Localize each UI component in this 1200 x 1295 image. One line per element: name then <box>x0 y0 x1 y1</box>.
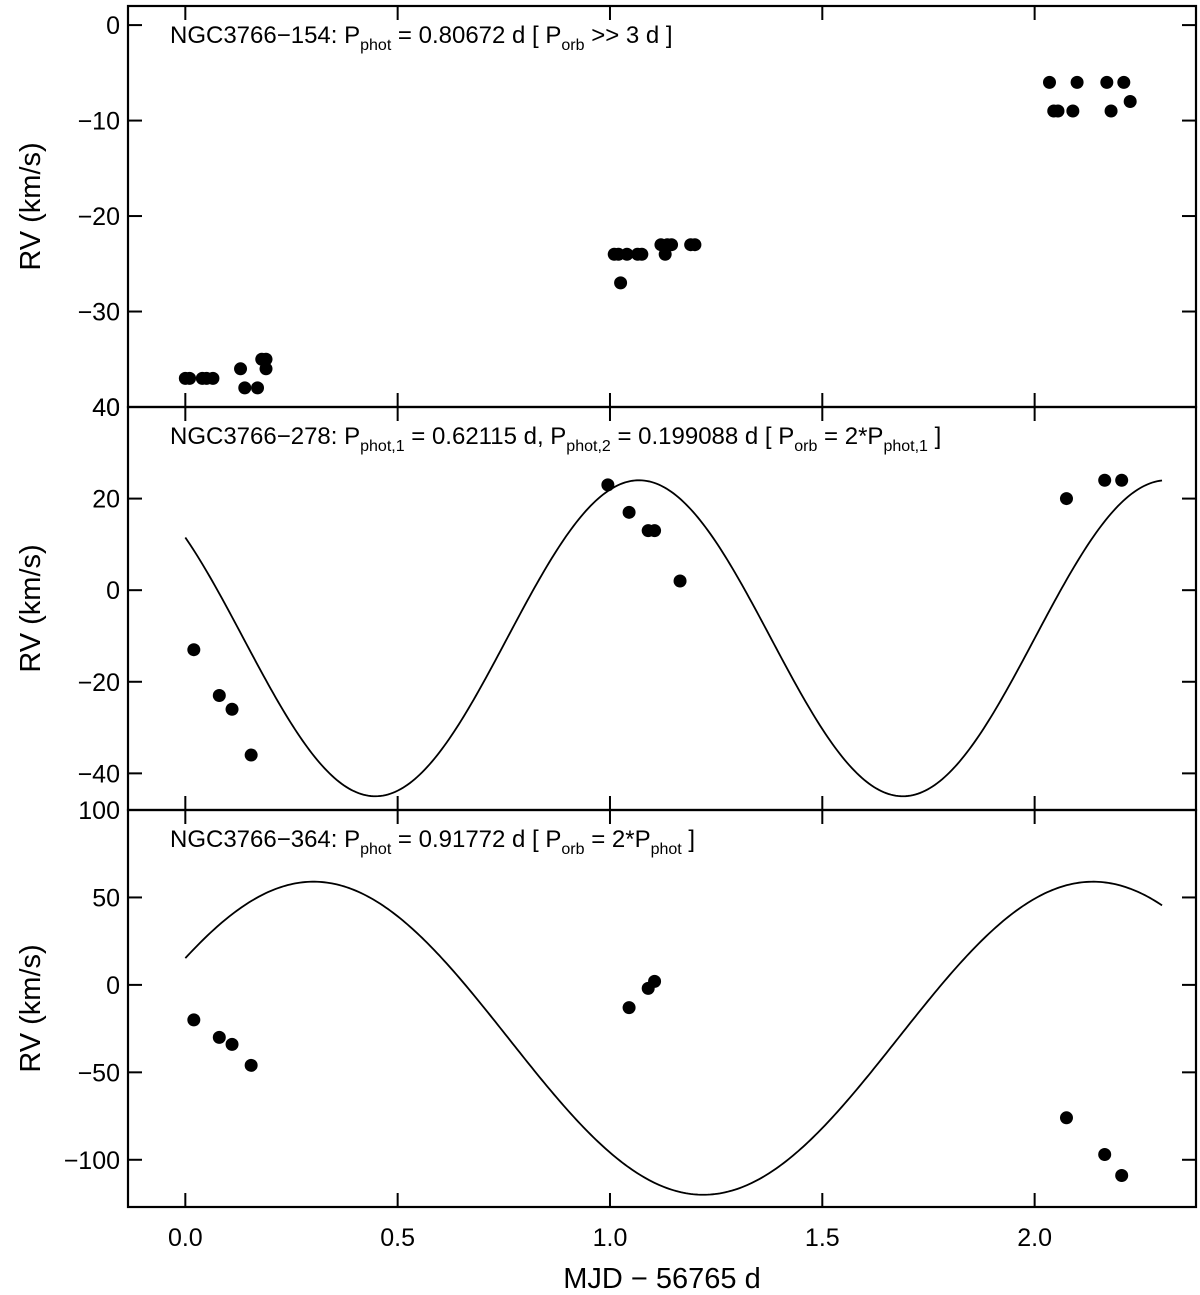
y-tick-label: 40 <box>92 394 120 422</box>
y-tick-label: 100 <box>78 797 120 825</box>
data-point <box>187 1013 201 1027</box>
data-point <box>665 238 679 252</box>
panel-frame <box>126 4 1198 409</box>
y-tick-label: 40 <box>92 394 120 422</box>
title-subscript: phot <box>360 37 392 54</box>
x-tick-label: 0.0 <box>168 1224 203 1252</box>
data-point <box>183 371 197 385</box>
panels: 0 −10 −20 −30 40 RV (km/s) NGC3766−154: Pphot … <box>15 4 1198 1209</box>
data-point <box>1098 1148 1112 1162</box>
data-point <box>1070 75 1084 89</box>
title-text: NGC3766−278: P <box>170 423 360 450</box>
x-axis-title: MJD − 56765 d <box>563 1263 760 1295</box>
panel-title: NGC3766−278: Pphot,1 = 0.62115 d, Pphot,… <box>170 423 941 455</box>
title-subscript: phot <box>651 841 683 858</box>
data-point <box>244 748 258 762</box>
title-text: >> 3 d ] <box>585 22 673 49</box>
data-point <box>225 702 239 716</box>
x-tick-label: 1.5 <box>805 1224 840 1252</box>
title-subscript: orb <box>561 841 584 858</box>
data-point <box>206 371 220 385</box>
data-point <box>1100 75 1114 89</box>
data-point <box>1115 473 1129 487</box>
data-point <box>622 1001 636 1015</box>
y-tick-label: −100 <box>64 1147 120 1175</box>
data-point <box>238 381 252 395</box>
x-tick-label: 0.5 <box>380 1224 415 1252</box>
data-point <box>648 974 662 988</box>
panel-title: NGC3766−364: Pphot = 0.91772 d [ Porb = … <box>170 826 695 858</box>
title-subscript: orb <box>561 37 584 54</box>
data-point <box>1059 492 1073 506</box>
title-text: = 2*P <box>817 423 883 450</box>
x-axis: MJD − 56765 d 0.0 0.5 1.0 1.5 2.0 <box>168 1224 1052 1295</box>
y-tick-label: 0 <box>106 12 120 40</box>
panel-frame <box>126 808 1198 1209</box>
data-point <box>1066 104 1080 118</box>
title-text: = 0.62115 d, P <box>405 423 567 450</box>
data-point <box>601 478 615 492</box>
fit-curve <box>184 880 1163 1196</box>
y-tick-label: −50 <box>78 1059 120 1087</box>
data-point <box>1042 75 1056 89</box>
y-tick-label: −20 <box>78 203 120 231</box>
y-tick-label: 20 <box>92 486 120 514</box>
data-point <box>244 1058 258 1072</box>
y-tick-label: 0 <box>106 577 120 605</box>
data-point <box>614 276 628 290</box>
data-point <box>635 247 649 261</box>
data-point <box>259 362 273 376</box>
data-point <box>648 524 662 538</box>
title-subscript: orb <box>794 438 817 455</box>
title-subscript: phot,1 <box>883 438 928 455</box>
data-point <box>688 238 702 252</box>
panel-ngc3766-154: 0 −10 −20 −30 40 RV (km/s) NGC3766−154: Pphot … <box>15 4 1198 422</box>
data-point <box>259 352 273 366</box>
y-axis-title: RV (km/s) <box>15 142 47 270</box>
title-text: = 2*P <box>585 826 651 853</box>
data-point <box>1117 75 1131 89</box>
title-text: NGC3766−364: P <box>170 826 360 853</box>
fit-curve <box>184 479 1163 798</box>
data-point <box>212 689 226 703</box>
title-text: = 0.91772 d [ P <box>391 826 561 853</box>
title-subscript: phot,1 <box>360 438 405 455</box>
title-text: = 0.80672 d [ P <box>391 22 561 49</box>
y-axis-title: RV (km/s) <box>15 944 47 1072</box>
data-point <box>1123 94 1137 108</box>
y-tick-label: −40 <box>78 760 120 788</box>
y-tick-label: −30 <box>78 299 120 327</box>
title-subscript: phot,2 <box>566 438 611 455</box>
data-point <box>673 574 687 588</box>
data-point <box>234 362 248 376</box>
y-tick-label: 50 <box>92 884 120 912</box>
x-tick-label: 2.0 <box>1017 1224 1052 1252</box>
y-tick-label: −20 <box>78 669 120 697</box>
title-text: = 0.199088 d [ P <box>611 423 794 450</box>
title-text: ] <box>928 423 941 450</box>
x-tick-label: 1.0 <box>593 1224 628 1252</box>
data-point <box>1051 104 1065 118</box>
y-tick-label: −10 <box>78 108 120 136</box>
data-point <box>622 505 636 519</box>
data-point <box>1115 1169 1129 1183</box>
y-axis-title: RV (km/s) <box>15 544 47 672</box>
data-point <box>620 247 634 261</box>
title-text: NGC3766−154: P <box>170 22 360 49</box>
data-point <box>1104 104 1118 118</box>
title-subscript: phot <box>360 841 392 858</box>
data-point <box>187 643 201 657</box>
data-point <box>1059 1111 1073 1125</box>
data-point <box>225 1037 239 1051</box>
panel-frame <box>126 405 1198 812</box>
data-point <box>1098 473 1112 487</box>
data-point <box>212 1030 226 1044</box>
y-tick-label: 0 <box>106 972 120 1000</box>
panel-title: NGC3766−154: Pphot = 0.80672 d [ Porb >>… <box>170 22 673 54</box>
data-point <box>251 381 265 395</box>
title-text: ] <box>682 826 695 853</box>
